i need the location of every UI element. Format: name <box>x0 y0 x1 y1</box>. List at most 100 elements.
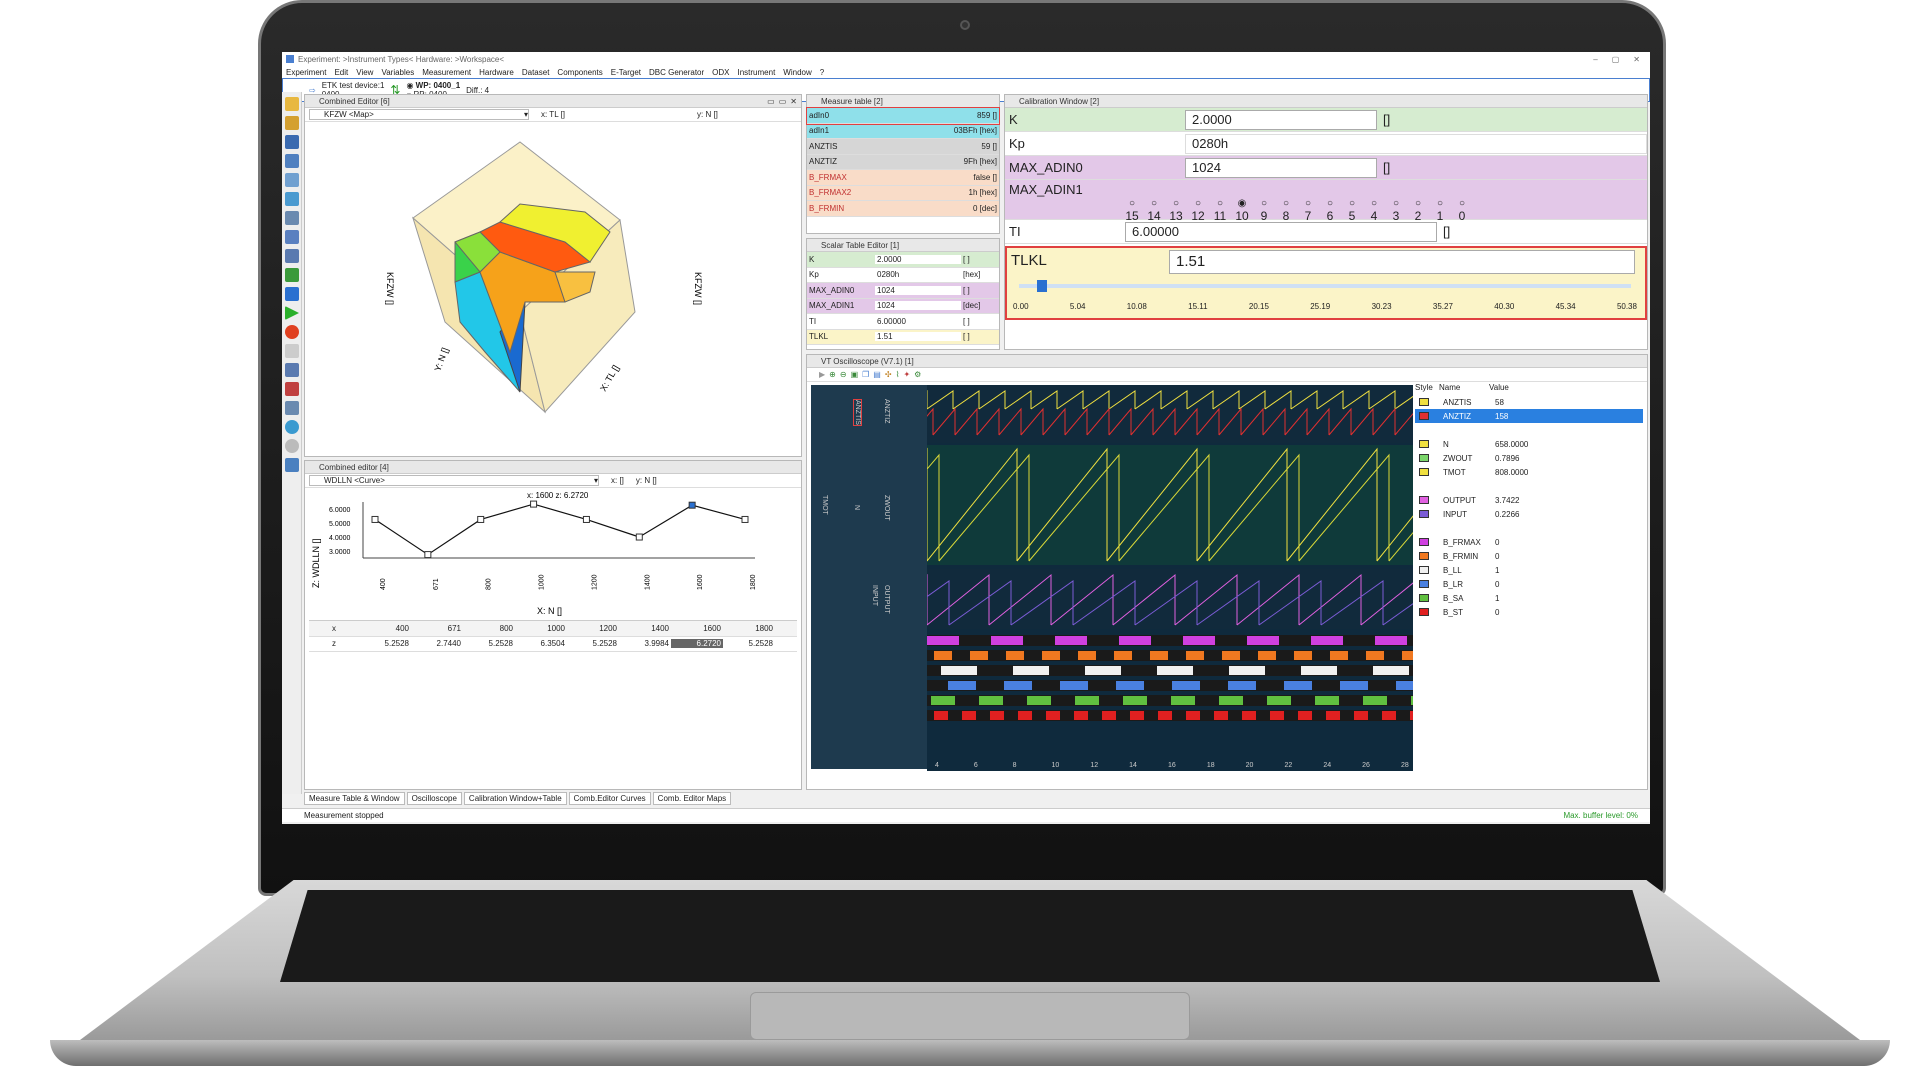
bit-radio[interactable]: ○ 8 <box>1277 198 1295 223</box>
z-cell[interactable]: 5.2528 <box>384 639 409 649</box>
x-cell[interactable]: 1200 <box>599 623 617 633</box>
layers-icon[interactable] <box>285 173 299 187</box>
scalar-row[interactable]: TI 6.00000[ ] <box>807 314 999 330</box>
measure-row[interactable]: B_FRMAX2 1h [hex] <box>807 185 999 201</box>
map-3d-chart[interactable]: KFZW [] KFZW [] X: TL [] Y: N [] <box>305 122 801 452</box>
device-icon[interactable]: ⇨ <box>309 85 316 95</box>
bit-radio-circle[interactable]: ○ <box>1458 198 1466 209</box>
map-variable-select[interactable]: KFZW <Map> ▾ <box>309 109 529 120</box>
x-cell[interactable]: 800 <box>499 623 513 633</box>
bit-radio[interactable]: ○ 14 <box>1145 198 1163 223</box>
open-icon[interactable] <box>285 97 299 111</box>
legend-row[interactable]: ANZTIS 58 <box>1415 395 1643 409</box>
panel-minimize-icon[interactable]: ▭ <box>767 96 775 106</box>
bit-radio-circle[interactable]: ○ <box>1260 198 1268 209</box>
record-icon[interactable] <box>285 325 299 339</box>
bit-radio[interactable]: ◉ 10 <box>1233 198 1251 223</box>
bit-radio[interactable]: ○ 4 <box>1365 198 1383 223</box>
scalar-row[interactable]: Kp 0280h [hex] <box>807 267 999 283</box>
bit-radio[interactable]: ○ 1 <box>1431 198 1449 223</box>
z-cell-selected[interactable]: 6.2720 <box>671 639 723 649</box>
bit-radio-circle[interactable]: ○ <box>1392 198 1400 209</box>
bit-radio-circle[interactable]: ○ <box>1128 198 1136 209</box>
menu-components[interactable]: Components <box>557 67 603 77</box>
z-cell[interactable]: 5.2528 <box>748 639 773 649</box>
scope-zoom-in-icon[interactable]: ⊕ <box>829 370 836 379</box>
bit-radio[interactable]: ○ 5 <box>1343 198 1361 223</box>
menu-dataset[interactable]: Dataset <box>521 67 550 77</box>
tab-measure-table[interactable]: Measure Table & Window <box>304 792 405 805</box>
bit-radio[interactable]: ○ 0 <box>1453 198 1471 223</box>
panel-restore-icon[interactable]: ▭ <box>778 96 787 106</box>
scalar-value[interactable]: 1024 <box>875 301 961 311</box>
export-icon[interactable] <box>285 458 299 472</box>
scope-marker-icon[interactable]: ✦ <box>903 370 911 379</box>
z-cell[interactable]: 5.2528 <box>592 639 617 649</box>
bit-radio-circle[interactable]: ◉ <box>1237 198 1247 209</box>
bit-radio[interactable]: ○ 9 <box>1255 198 1273 223</box>
x-cell[interactable]: 671 <box>447 623 461 633</box>
scope-cursor-icon[interactable]: ✣ <box>884 370 892 379</box>
save-icon[interactable] <box>285 135 299 149</box>
list-icon[interactable] <box>285 211 299 225</box>
scalar-row[interactable]: TLKL 1.51[ ] <box>807 329 999 345</box>
stack-icon[interactable] <box>285 363 299 377</box>
measure-row[interactable]: ANZTIZ 9Fh [hex] <box>807 154 999 170</box>
menu-variables[interactable]: Variables <box>381 67 415 77</box>
search-icon[interactable] <box>285 420 299 434</box>
x-cell[interactable]: 1800 <box>755 623 773 633</box>
scalar-value[interactable]: 1024 <box>875 285 961 295</box>
scope-save-icon[interactable]: ▤ <box>873 370 881 379</box>
bit-radio-circle[interactable]: ○ <box>1172 198 1180 209</box>
scope-settings-icon[interactable]: ⚙ <box>914 370 922 379</box>
scope-zoom-out-icon[interactable]: ⊖ <box>839 370 847 379</box>
measure-row[interactable]: B_FRMIN 0 [dec] <box>807 201 999 217</box>
bit-radio[interactable]: ○ 2 <box>1409 198 1427 223</box>
config-icon[interactable] <box>285 230 299 244</box>
cal-kp-input[interactable]: 0280h <box>1185 133 1647 154</box>
bit-radio-circle[interactable]: ○ <box>1216 198 1224 209</box>
globe-icon[interactable] <box>285 192 299 206</box>
z-cell[interactable]: 2.7440 <box>436 639 461 649</box>
tab-comb-curves[interactable]: Comb.Editor Curves <box>568 792 651 805</box>
curve-point[interactable] <box>741 515 749 523</box>
sync-icon[interactable]: ⇅ <box>390 83 401 97</box>
window-icon[interactable] <box>285 287 299 301</box>
cal-ti-input[interactable]: 6.00000 <box>1125 221 1437 242</box>
measure-row[interactable]: adIn0 859 [] <box>806 107 1000 125</box>
scalar-row[interactable]: K 2.0000[ ] <box>807 252 999 268</box>
legend-row[interactable]: B_ST 0 <box>1415 605 1643 619</box>
bit-radio-circle[interactable]: ○ <box>1436 198 1444 209</box>
tab-calibration[interactable]: Calibration Window+Table <box>463 792 567 805</box>
menu-odx[interactable]: ODX <box>712 67 730 77</box>
menu-experiment[interactable]: Experiment <box>286 67 327 77</box>
bit-radio[interactable]: ○ 13 <box>1167 198 1185 223</box>
monitor-icon[interactable] <box>285 154 299 168</box>
legend-row[interactable]: TMOT 808.0000 <box>1415 465 1643 479</box>
legend-row[interactable]: B_FRMIN 0 <box>1415 549 1643 563</box>
z-cell[interactable]: 5.2528 <box>488 639 513 649</box>
maximize-icon[interactable]: ▢ <box>1611 54 1620 64</box>
tab-oscilloscope[interactable]: Oscilloscope <box>406 792 462 805</box>
curve-chart[interactable]: x: 1600 z: 6.2720 Z: WDLLN [] X: N [] 6.… <box>305 488 801 618</box>
legend-row[interactable]: ZWOUT 0.7896 <box>1415 451 1643 465</box>
bit-radio-circle[interactable]: ○ <box>1194 198 1202 209</box>
curve-point[interactable] <box>635 533 643 541</box>
scalar-value[interactable]: 2.0000 <box>875 254 961 264</box>
curve-point[interactable] <box>582 515 590 523</box>
bit-radio-circle[interactable]: ○ <box>1326 198 1334 209</box>
bit-radio-circle[interactable]: ○ <box>1348 198 1356 209</box>
bit-radio[interactable]: ○ 7 <box>1299 198 1317 223</box>
menu-instrument[interactable]: Instrument <box>737 67 776 77</box>
menu-edit[interactable]: Edit <box>334 67 349 77</box>
x-cell[interactable]: 1400 <box>651 623 669 633</box>
scalar-value[interactable]: 1.51 <box>875 332 961 342</box>
measure-row[interactable]: ANZTIS 59 [] <box>807 139 999 155</box>
z-cell[interactable]: 3.9984 <box>644 639 669 649</box>
menu-hardware[interactable]: Hardware <box>479 67 514 77</box>
legend-row[interactable]: INPUT 0.2266 <box>1415 507 1643 521</box>
scalar-row[interactable]: MAX_ADIN0 1024[ ] <box>807 283 999 299</box>
bit-radio[interactable]: ○ 3 <box>1387 198 1405 223</box>
cal-k-input[interactable]: 2.0000 <box>1185 109 1377 130</box>
scalar-value[interactable]: 6.00000 <box>875 316 961 326</box>
